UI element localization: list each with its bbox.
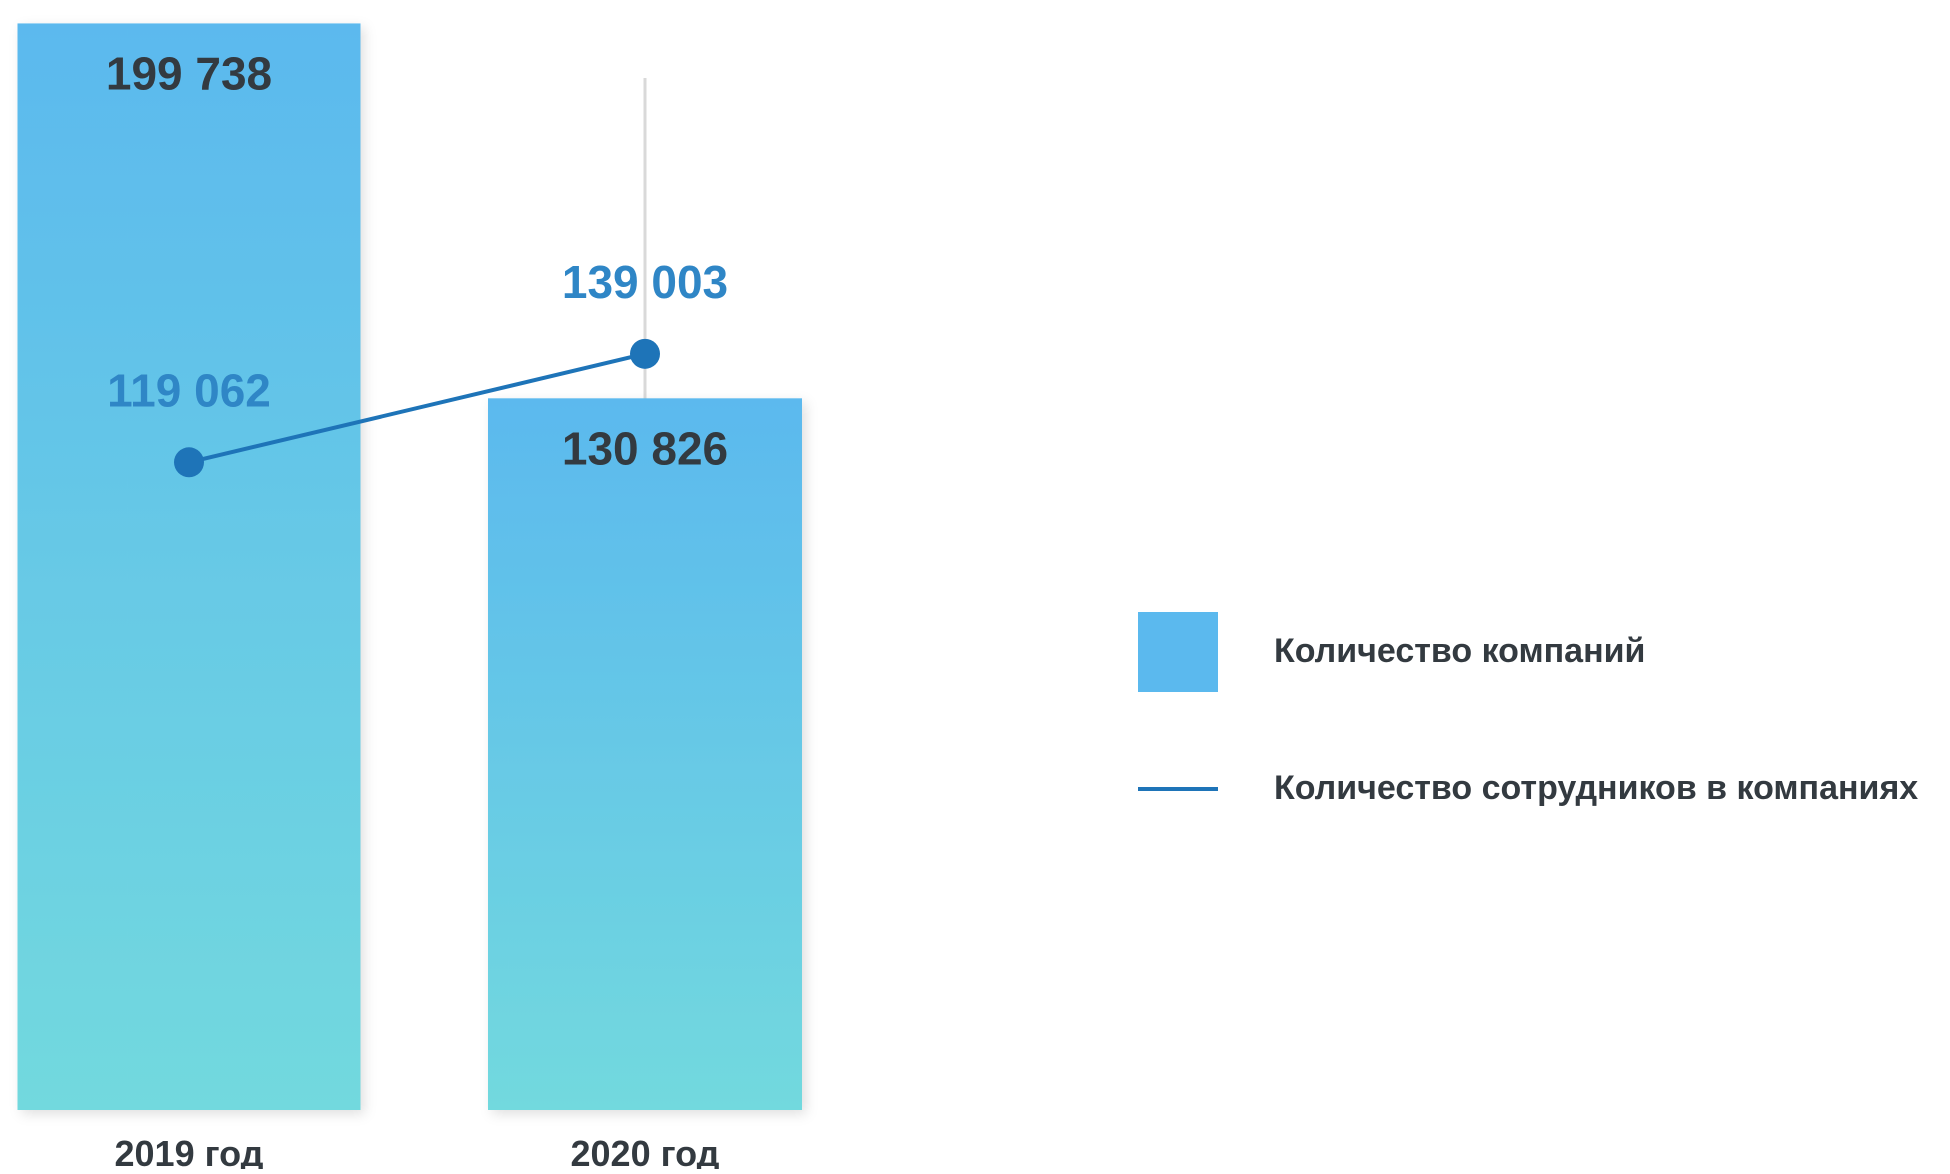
x-axis-ticks-layer: 2019 год 2020 год xyxy=(115,1133,720,1174)
legend-label-companies: Количество компаний xyxy=(1274,632,1646,670)
employees-point-2019 xyxy=(174,447,204,478)
data-labels-layer: 199 738 130 826 119 062 139 003 xyxy=(106,47,728,474)
bar-2020 xyxy=(488,398,802,1111)
bar-2019 xyxy=(17,23,361,1110)
legend-item-companies: Количество компаний xyxy=(1138,612,1928,692)
legend: Количество компаний Количество сотрудник… xyxy=(1138,612,1928,886)
employees-point-2020 xyxy=(630,338,660,369)
legend-swatch-companies xyxy=(1138,612,1218,692)
line-value-label-2020: 139 003 xyxy=(562,256,728,308)
legend-label-employees: Количество сотрудников в компаниях xyxy=(1274,769,1919,807)
x-tick-label-2019: 2019 год xyxy=(115,1133,264,1169)
legend-line-employees xyxy=(1138,787,1218,791)
line-value-label-2019: 119 062 xyxy=(107,364,271,416)
bars-layer xyxy=(17,23,802,1111)
employees-line xyxy=(188,351,646,465)
bar-value-label-2019: 199 738 xyxy=(106,47,272,99)
x-tick-label-2020: 2020 год xyxy=(571,1133,720,1169)
legend-item-employees: Количество сотрудников в компаниях xyxy=(1138,749,1928,829)
bar-value-label-2020: 130 826 xyxy=(562,422,728,474)
line-series-layer xyxy=(174,338,660,478)
